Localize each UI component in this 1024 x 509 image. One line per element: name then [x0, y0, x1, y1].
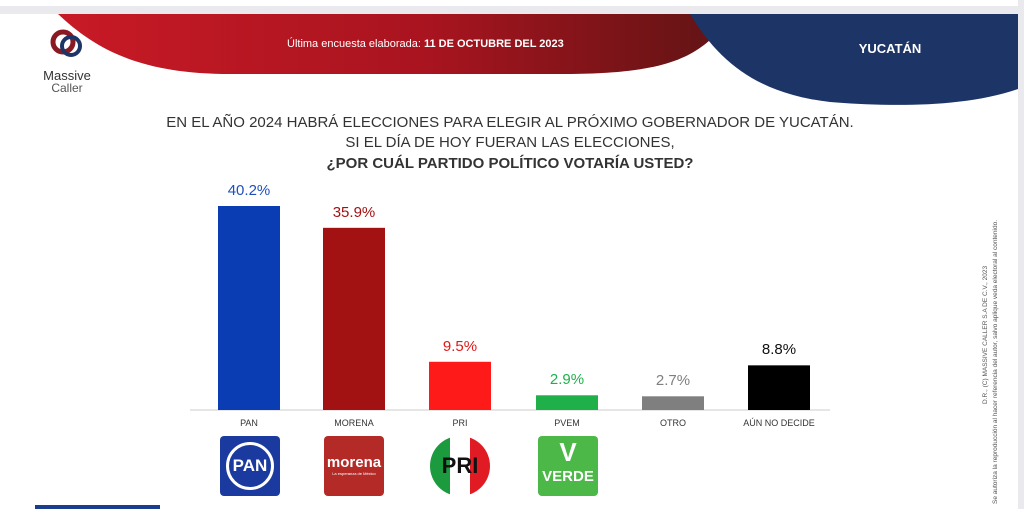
- category-label: AÚN NO DECIDE: [743, 418, 815, 428]
- footer-bar: [35, 505, 160, 509]
- pri-logo: PRI: [430, 436, 490, 496]
- survey-date: Última encuesta elaborada: 11 DE OCTUBRE…: [287, 38, 564, 50]
- data-label: 2.9%: [549, 371, 585, 389]
- data-label: 35.9%: [332, 203, 376, 221]
- state-name: YUCATÁN: [858, 41, 922, 56]
- bar-pan: [218, 206, 280, 410]
- massive-caller-logo: Massive Caller: [34, 28, 100, 94]
- category-label: OTRO: [660, 418, 686, 428]
- data-label: 8.8%: [761, 341, 797, 359]
- category-label: PVEM: [554, 418, 580, 428]
- question-line-3: ¿POR CUÁL PARTIDO POLÍTICO VOTARÍA USTED…: [326, 155, 694, 172]
- morena-logo: morena La esperanza de México: [324, 436, 384, 496]
- category-label: PRI: [452, 418, 468, 428]
- header-shapes: [58, 14, 1018, 105]
- bar-pvem: [536, 395, 598, 410]
- red-banner: [58, 14, 735, 74]
- question-line-1: EN EL AÑO 2024 HABRÁ ELECCIONES PARA ELE…: [166, 114, 854, 131]
- blue-banner: [690, 14, 1018, 105]
- data-label: 2.7%: [655, 372, 691, 390]
- bar-aún-no-decide: [748, 365, 810, 410]
- pan-logo: PAN: [220, 436, 280, 496]
- question-line-2: SI EL DÍA DE HOY FUERAN LAS ELECCIONES,: [345, 134, 675, 151]
- data-label: 40.2%: [227, 182, 271, 199]
- pvem-logo: V VERDE: [538, 436, 598, 496]
- category-label: MORENA: [334, 418, 374, 428]
- data-label: 9.5%: [442, 337, 478, 355]
- bar-morena: [323, 227, 385, 410]
- poll-card: Última encuesta elaborada: 11 DE OCTUBRE…: [0, 14, 1018, 509]
- bar-pri: [429, 361, 491, 410]
- category-label: PAN: [240, 418, 258, 428]
- bar-otro: [642, 396, 704, 410]
- top-strip: [0, 0, 1018, 6]
- logo-icon: [50, 29, 82, 57]
